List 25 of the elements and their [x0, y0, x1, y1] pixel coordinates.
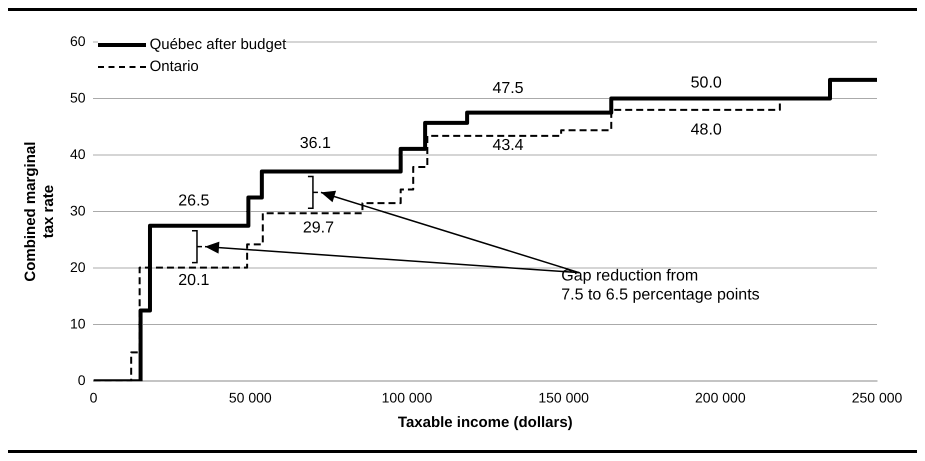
- x-tick-label: 250 000: [852, 389, 903, 406]
- x-tick-label: 200 000: [695, 389, 746, 406]
- y-tick-label: 60: [70, 32, 86, 49]
- annotation: 26.5: [178, 192, 210, 210]
- annotation: 29.7: [302, 219, 334, 236]
- annotation: 20.1: [178, 272, 210, 290]
- y-tick-label: 10: [70, 316, 86, 332]
- y-tick-label: 30: [70, 202, 86, 218]
- y-tick-label: 0: [78, 372, 86, 388]
- y-tick-label: 50: [70, 89, 86, 106]
- x-tick-label: 100 000: [382, 389, 432, 406]
- annotation: 47.5: [492, 80, 524, 97]
- legend-label: Ontario: [150, 57, 199, 77]
- y-tick-label: 20: [70, 258, 86, 275]
- x-tick-label: 0: [90, 389, 98, 406]
- annotation: 48.0: [690, 121, 722, 138]
- annotation: 50.0: [690, 74, 722, 92]
- annotation: 36.1: [300, 134, 331, 152]
- x-tick-label: 150 000: [538, 389, 590, 406]
- y-axis-title: Combined marginal tax rate: [22, 142, 58, 282]
- y-tick-label: 40: [70, 146, 86, 162]
- legend-label: Québec after budget: [150, 35, 286, 55]
- annotation: 43.4: [492, 136, 524, 154]
- x-tick-label: 50 000: [228, 389, 272, 406]
- x-axis-title: Taxable income (dollars): [398, 414, 573, 432]
